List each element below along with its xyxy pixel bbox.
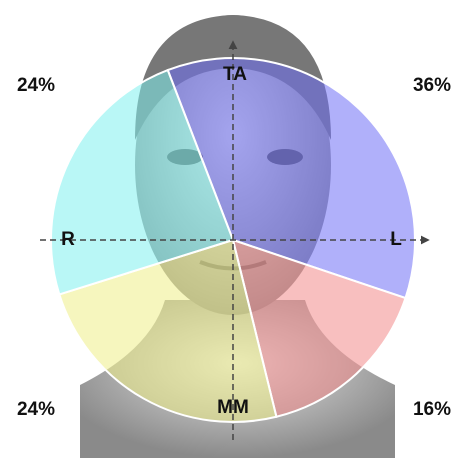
axis-label-right: L [390,229,402,250]
value-label: 36% [413,75,451,96]
value-label: 24% [17,75,55,96]
axis-label-left: R [61,229,75,250]
value-label: 24% [17,399,55,420]
value-label: 16% [413,399,451,420]
chart: TA L MM R 36% 16% 24% 24% [0,0,461,458]
axis-label-top: TA [223,64,247,85]
axis-label-bottom: MM [217,397,249,418]
